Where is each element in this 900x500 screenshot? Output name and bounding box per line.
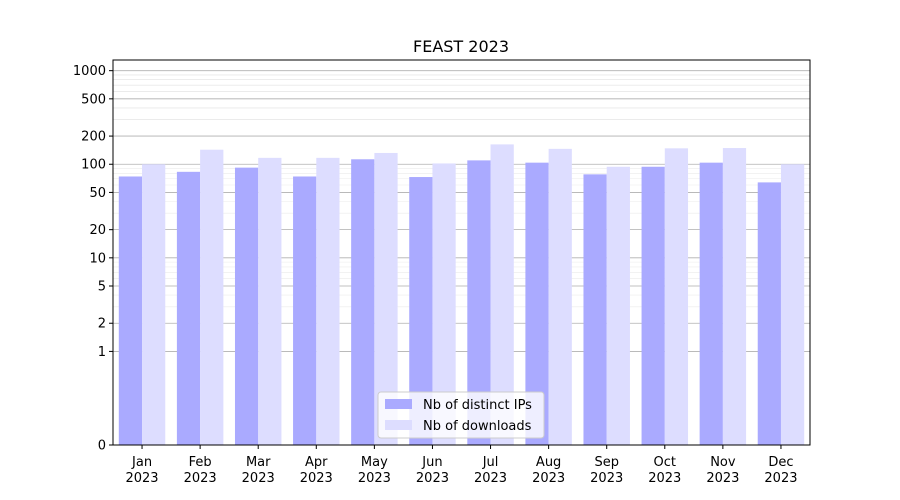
legend-label: Nb of downloads	[423, 419, 532, 434]
grid-lines	[113, 70, 810, 446]
bar-distinct-ips	[757, 182, 781, 445]
x-tick-label: Feb 2023	[184, 455, 217, 486]
bar-downloads	[374, 152, 398, 445]
bar-distinct-ips	[583, 174, 607, 445]
legend-swatch	[385, 420, 412, 430]
bar-distinct-ips	[641, 166, 665, 446]
x-tick-label: May 2023	[358, 455, 391, 486]
bar-downloads	[606, 166, 630, 446]
x-tick-label: Jul 2023	[474, 455, 507, 486]
y-tick-label: 5	[98, 280, 106, 295]
x-tick-label: Jun 2023	[416, 455, 449, 486]
bar-distinct-ips	[699, 162, 723, 445]
x-tick-label: Sep 2023	[590, 455, 623, 486]
y-tick-label: 0	[98, 439, 106, 454]
chart-title: FEAST 2023	[413, 37, 509, 56]
legend: Nb of distinct IPs Nb of downloads	[377, 391, 545, 439]
x-tick-label: Oct 2023	[648, 455, 681, 486]
bar-distinct-ips	[176, 171, 201, 445]
bar-downloads	[200, 149, 224, 445]
bar-distinct-ips	[351, 159, 375, 446]
x-tick-label: Aug 2023	[532, 455, 565, 486]
bar-distinct-ips	[293, 176, 317, 446]
bar-downloads	[548, 148, 572, 445]
bar-downloads	[142, 164, 166, 445]
bar-downloads	[722, 148, 747, 445]
y-tick-label: 50	[89, 186, 106, 201]
x-tick-label: Nov 2023	[706, 455, 739, 486]
y-tick-label: 10	[89, 251, 106, 266]
legend-box	[377, 391, 545, 439]
bar-distinct-ips	[234, 167, 259, 445]
y-tick-label: 500	[81, 92, 106, 107]
bar-distinct-ips	[467, 160, 491, 445]
bar-downloads	[664, 148, 689, 446]
bar-downloads	[780, 164, 805, 445]
bar-downloads	[432, 163, 456, 445]
bar-downloads	[316, 157, 340, 446]
bar-downloads	[258, 157, 282, 446]
bar-distinct-ips	[118, 176, 143, 446]
plot-area-frame	[112, 59, 811, 446]
y-tick-label: 1	[98, 345, 106, 360]
legend-swatch	[385, 399, 412, 409]
y-tick-label: 2	[98, 317, 106, 332]
y-tick-label: 200	[81, 130, 106, 145]
bar-downloads	[490, 144, 514, 445]
y-tick-label: 1000	[73, 64, 106, 79]
x-tick-label: Mar 2023	[242, 455, 275, 486]
x-axis: Jan 2023 Feb 2023 Mar 2023 Apr 2023 May 2023 Jun 20…	[125, 445, 798, 486]
bars	[118, 144, 805, 446]
legend-label: Nb of distinct IPs	[423, 398, 532, 413]
x-tick-label: Apr 2023	[300, 455, 333, 486]
x-tick-label: Dec 2023	[764, 455, 797, 486]
y-axis: 0 1 2 5 10 20 50 100 200 500 1000	[73, 64, 113, 454]
bar-distinct-ips	[409, 177, 433, 446]
y-tick-label: 100	[81, 158, 106, 173]
y-tick-label: 20	[89, 223, 106, 238]
x-tick-label: Jan 2023	[125, 455, 158, 486]
bar-distinct-ips	[525, 162, 549, 445]
